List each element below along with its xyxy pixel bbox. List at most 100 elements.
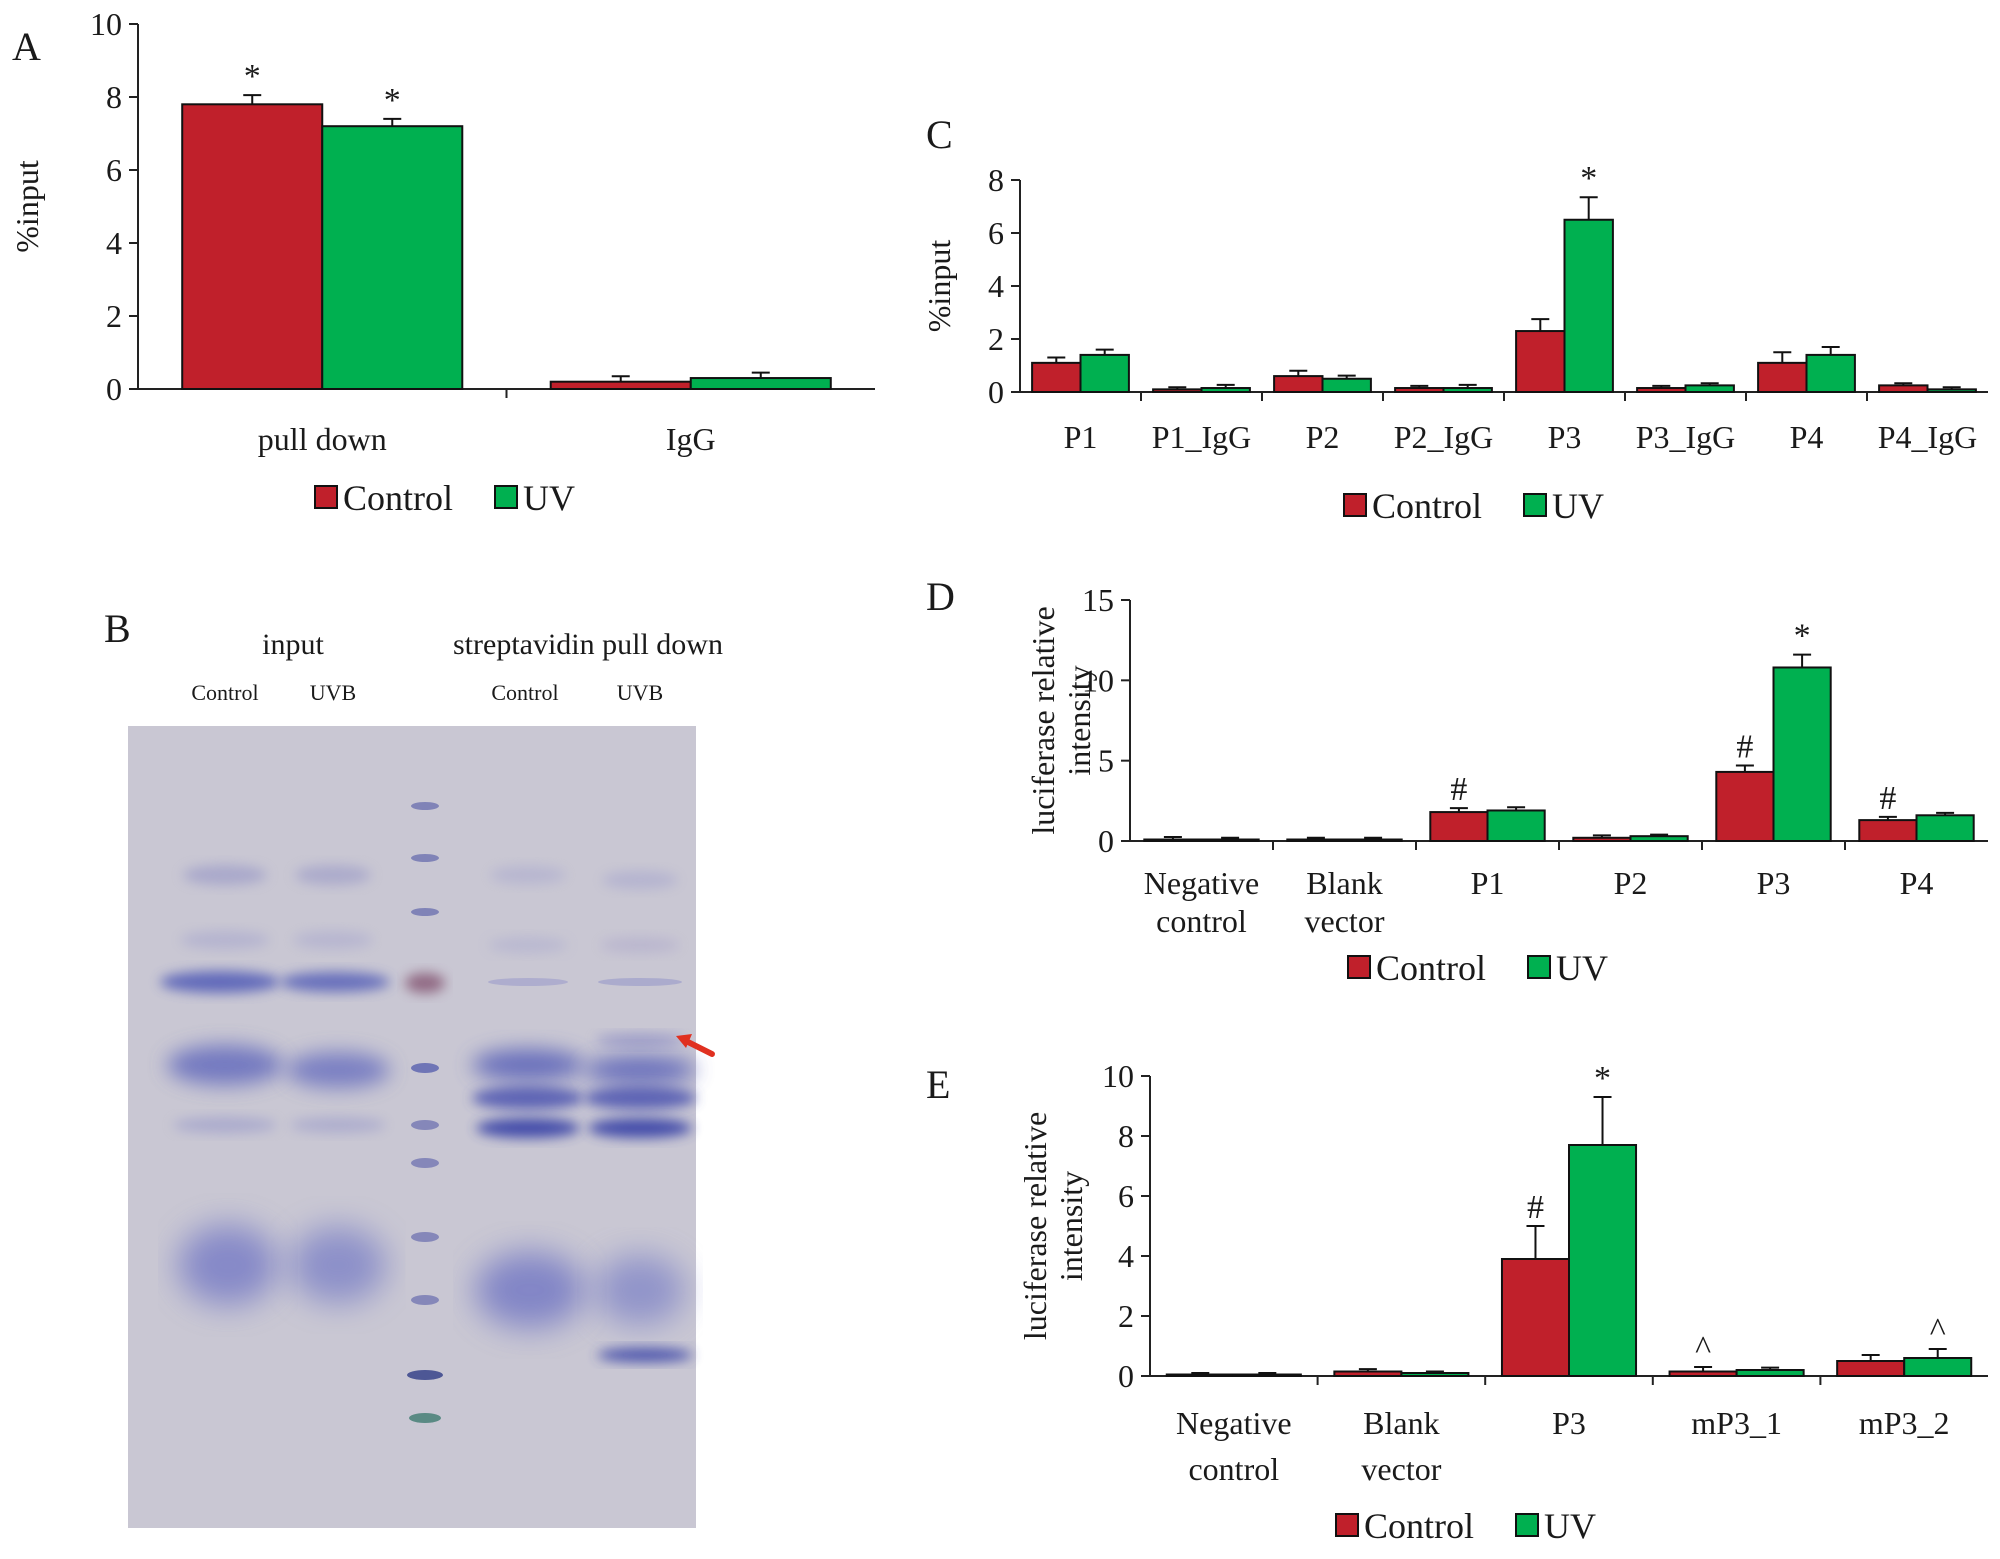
chart-c-bar-control [1394, 387, 1445, 393]
chart-c-legend-label-uv: UV [1552, 486, 1604, 526]
chart-c-bar-control [1636, 387, 1687, 393]
chart-d-legend-swatch-control [1347, 955, 1371, 979]
gel-marker-lane [405, 802, 445, 1423]
gel-lane-label-1: Control [191, 680, 258, 705]
chart-e-legend: Control UV [1335, 1506, 1596, 1546]
chart-c-x-tick-label: P2_IgG [1394, 419, 1494, 455]
chart-e-x-tick-label: mP3_2 [1859, 1405, 1950, 1441]
chart-d-bar-uv [1629, 835, 1689, 842]
chart-a-y-tick-label: 8 [106, 79, 122, 115]
chart-d-bar-control [1715, 770, 1775, 842]
chart-a-legend-swatch-uv [494, 485, 518, 509]
chart-c-x-tick-label: P4 [1790, 419, 1824, 455]
chart-d-y-tick-label: 0 [1098, 823, 1114, 859]
chart-d-bar-control [1429, 811, 1489, 843]
chart-e-bar-control [1836, 1360, 1906, 1377]
chart-d-significance-mark: * [1794, 618, 1811, 655]
chart-c-bar-uv [1079, 353, 1130, 393]
chart-a-bar-uv [321, 125, 464, 390]
chart-c-bar-control [1757, 361, 1808, 394]
chart-e-y-axis-label-line: luciferase relative [1017, 1112, 1053, 1340]
chart-d-y-axis-label-line: intensity [1061, 665, 1097, 775]
chart-c-bar-uv [1684, 384, 1735, 393]
gel-panel-b: input streptavidin pull down Control UVB… [128, 628, 723, 1528]
chart-c-legend: Control UV [1343, 486, 1604, 526]
panel-letter-e: E [926, 1062, 950, 1107]
gel-lane-3 [472, 866, 585, 1328]
chart-e-legend-label-control: Control [1364, 1506, 1474, 1546]
chart-c-x-tick-label: P1 [1064, 419, 1098, 455]
chart-a-x-tick-label: pull down [258, 421, 387, 457]
chart-e-bar-uv [1735, 1369, 1805, 1377]
chart-d-bar-uv [1486, 809, 1546, 842]
chart-d-x-tick-label: P1 [1471, 865, 1505, 901]
chart-e-legend-swatch-control [1335, 1513, 1359, 1537]
chart-d-x-tick-label: vector [1305, 903, 1385, 939]
chart-c-legend-swatch-control [1343, 493, 1367, 517]
chart-e-y-axis-label: luciferase relativeintensity [1017, 1112, 1089, 1340]
chart-c-y-tick-label: 6 [988, 215, 1004, 251]
chart-e-bar-uv [1400, 1372, 1470, 1377]
chart-e-bar-uv [1903, 1357, 1973, 1377]
chart-d-bar-uv [1915, 814, 1975, 843]
chart-d-y-tick-label: 15 [1082, 582, 1114, 618]
chart-d-y-tick-label: 5 [1098, 743, 1114, 779]
chart-d-bar-control [1286, 838, 1346, 842]
chart-e-legend-label-uv: UV [1544, 1506, 1596, 1546]
chart-c-y-axis-label: %input [921, 240, 957, 333]
chart-c-significance-mark: * [1580, 160, 1597, 197]
chart-d-x-tick-label: Blank [1306, 865, 1382, 901]
chart-c-y-tick-label: 2 [988, 321, 1004, 357]
chart-a-bar-uv [689, 377, 832, 390]
gel-lane-2 [280, 865, 390, 1303]
gel-arrow-icon [676, 1034, 715, 1057]
chart-d-y-axis-label-line: luciferase relative [1025, 606, 1061, 834]
panel-letter-c: C [926, 112, 953, 157]
chart-e-bar-control [1333, 1370, 1403, 1377]
chart-e-bar-control [1500, 1258, 1570, 1377]
panel-letter-a: A [12, 24, 41, 69]
chart-a-y-tick-label: 10 [90, 6, 122, 42]
chart-e-significance-mark: ^ [1930, 1312, 1946, 1349]
chart-d-legend-swatch-uv [1527, 955, 1551, 979]
chart-a-legend-label-control: Control [343, 478, 453, 518]
chart-d-bar-uv [1343, 838, 1403, 842]
chart-d-x-tick-label: P4 [1900, 865, 1934, 901]
chart-c-bar-control [1878, 384, 1929, 393]
chart-c-x-tick-label: P4_IgG [1878, 419, 1978, 455]
chart-a-y-tick-label: 2 [106, 298, 122, 334]
chart-c-bar-uv [1442, 387, 1493, 393]
chart-d-bar-control [1143, 838, 1203, 842]
chart-e-significance-mark: ^ [1695, 1330, 1711, 1367]
chart-c-bar-uv [1321, 377, 1372, 393]
chart-c-legend-swatch-uv [1523, 493, 1547, 517]
chart-d-x-tick-label: P3 [1757, 865, 1791, 901]
chart-a-y-tick-label: 0 [106, 371, 122, 407]
gel-lane-label-2: UVB [310, 680, 356, 705]
chart-e-x-tick-label: control [1188, 1451, 1279, 1487]
chart-c-bar-control [1273, 375, 1324, 394]
chart-e-y-tick-label: 4 [1118, 1238, 1134, 1274]
chart-c-y-tick-label: 0 [988, 374, 1004, 410]
chart-d-significance-mark: # [1450, 771, 1467, 808]
chart-c-legend-label-control: Control [1372, 486, 1482, 526]
chart-d-y-axis-label: luciferase relativeintensity [1025, 606, 1097, 834]
chart-e-bar-uv [1232, 1373, 1302, 1377]
gel-group-label-input: input [262, 628, 324, 661]
chart-e-bar-control [1668, 1370, 1738, 1377]
chart-c-y-tick-label: 4 [988, 268, 1004, 304]
chart-e-y-tick-label: 8 [1118, 1118, 1134, 1154]
panel-letter-b: B [104, 606, 131, 651]
chart-e-x-tick-label: Blank [1363, 1405, 1439, 1441]
gel-group-label-pulldown: streptavidin pull down [453, 628, 723, 661]
chart-a-bar-control [181, 103, 324, 391]
chart-e-significance-mark: # [1527, 1189, 1544, 1226]
gel-lane-label-3: Control [491, 680, 558, 705]
chart-a-y-tick-label: 6 [106, 152, 122, 188]
chart-e-y-tick-label: 6 [1118, 1178, 1134, 1214]
chart-d-legend-label-control: Control [1376, 948, 1486, 988]
chart-c-x-tick-label: P1_IgG [1152, 419, 1252, 455]
chart-a-x-tick-label: IgG [666, 421, 716, 457]
chart-e-x-tick-label: P3 [1552, 1405, 1586, 1441]
